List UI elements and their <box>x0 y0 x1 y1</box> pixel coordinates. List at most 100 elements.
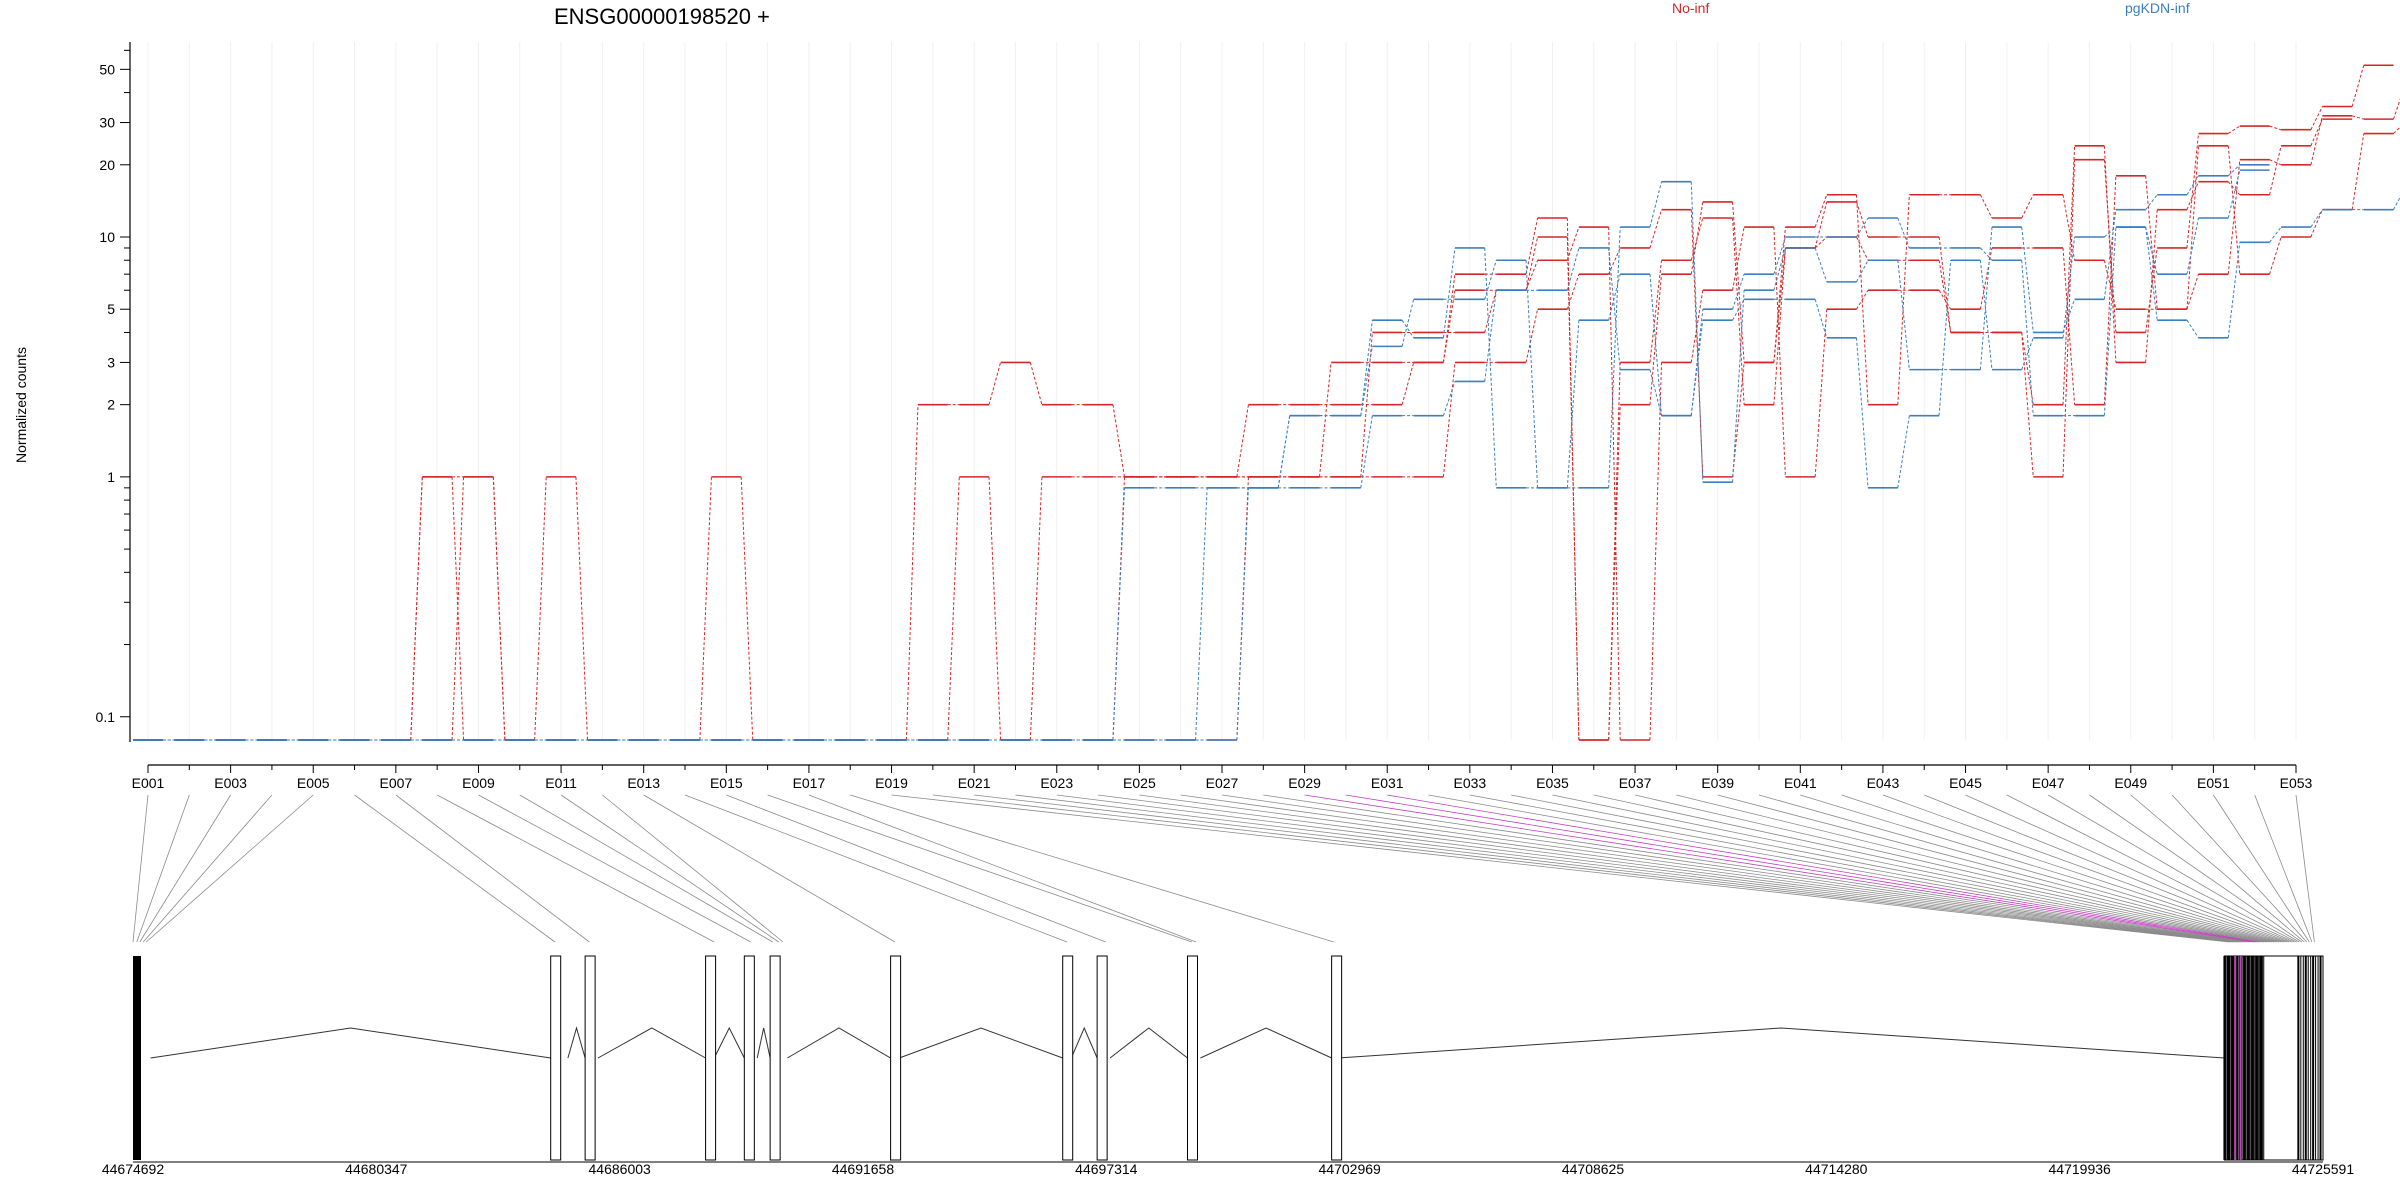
exon-connector <box>2021 337 2034 370</box>
x-tick-label: E027 <box>1206 775 1239 791</box>
genomic-coordinate-label: 44708625 <box>1562 1161 1625 1177</box>
exon-connector <box>1195 487 1208 741</box>
exon-connector <box>2145 194 2158 210</box>
exon-connector <box>988 476 1002 741</box>
intron-line <box>567 1026 586 1059</box>
exon-connector <box>2062 194 2076 261</box>
exon-link-line <box>142 794 273 943</box>
exon-box <box>584 955 596 1161</box>
x-tick-label: E013 <box>627 775 660 791</box>
exon-connector <box>1856 289 1869 310</box>
exon-link-line <box>145 794 314 943</box>
exon-link-line <box>2171 794 2308 943</box>
exon-connector <box>1773 247 1786 405</box>
y-tick-label: 0.1 <box>96 709 116 725</box>
exon-connector <box>2269 125 2282 131</box>
exon-box <box>769 955 781 1161</box>
exon-connector <box>1360 415 1373 488</box>
x-tick-label: E015 <box>710 775 743 791</box>
exon-connector <box>2062 236 2076 338</box>
exon-connector <box>1856 217 1869 238</box>
exon-connector <box>1856 201 1869 238</box>
y-tick-label: 1 <box>107 469 115 485</box>
exon-connector <box>2269 159 2282 166</box>
series-lines <box>133 64 2400 741</box>
series-no-inf <box>133 126 2400 741</box>
intron-line <box>597 1027 706 1059</box>
exon-connector <box>699 476 712 741</box>
exon-connector <box>2021 194 2034 219</box>
x-tick-label: E035 <box>1536 775 1569 791</box>
exon-connector <box>1980 247 1993 261</box>
exon-connector <box>534 476 547 741</box>
exon-connector <box>2269 145 2282 195</box>
exon-connector <box>2310 115 2323 165</box>
legend-no-inf: No-inf <box>1672 0 1709 16</box>
x-tick-label: E053 <box>2280 775 2313 791</box>
exon-connector <box>1856 236 1869 261</box>
exon-link-line <box>2130 794 2305 943</box>
exon-connector <box>2310 106 2323 130</box>
x-tick-label: E023 <box>1040 775 1073 791</box>
exon-link-line <box>2006 794 2297 943</box>
exon-connector <box>1773 227 1786 477</box>
exon-connector <box>1442 290 1456 363</box>
exon-connector <box>1608 247 1621 370</box>
chart-title: ENSG00000198520 + <box>554 4 770 29</box>
exon-connector <box>1649 260 1663 363</box>
exon-link-line <box>850 794 1334 943</box>
exon-link-line <box>767 794 1192 943</box>
exon-link-line <box>1221 794 2249 943</box>
exon-link-line <box>2047 794 2300 943</box>
gene-model <box>133 955 2324 1161</box>
x-tick-label: E041 <box>1784 775 1817 791</box>
genomic-coordinate-label: 44725591 <box>2292 1161 2355 1177</box>
exon-connector <box>1938 260 1952 416</box>
exon-connector <box>2186 274 2199 310</box>
exon-connector <box>1773 247 1786 363</box>
exon-link-line <box>684 794 1068 943</box>
exon-connector <box>1897 194 1910 405</box>
exon-connector <box>1856 260 1869 283</box>
exon-connector <box>1649 369 1662 416</box>
exon-link-line <box>891 794 2229 943</box>
exon-connector <box>1360 320 1373 416</box>
exon-connector <box>1897 260 1910 370</box>
exon-connector <box>2186 133 2200 249</box>
exon-connector <box>1525 217 1539 275</box>
exon-connector <box>1484 290 1497 333</box>
exon-connector <box>2352 115 2364 120</box>
exon-connector <box>1401 319 1415 339</box>
exon-connector <box>1360 332 1373 477</box>
exon-link-line <box>1345 794 2257 943</box>
exon-connector <box>2269 236 2282 275</box>
y-axis-label: Normalized counts <box>13 347 29 463</box>
exon-connector <box>1649 181 1662 228</box>
exon-connector <box>2393 98 2400 120</box>
exon-box <box>890 955 902 1161</box>
exon-connector <box>2062 247 2076 405</box>
exon-connector <box>1525 309 1539 363</box>
exon-link-line <box>436 794 715 943</box>
exon-connector <box>2310 209 2323 238</box>
exon-connector <box>1484 290 1497 382</box>
exon-connector <box>1608 362 1621 741</box>
exon-connector <box>1814 299 1828 338</box>
exon-connector <box>1690 290 1704 363</box>
exon-connector <box>1649 209 1662 249</box>
exon-connector <box>2186 175 2199 196</box>
genomic-coordinate-label: 44680347 <box>345 1161 408 1177</box>
exon-connector <box>2393 196 2400 210</box>
exon-link-line <box>1015 794 2237 943</box>
x-tick-label: E047 <box>2032 775 2065 791</box>
exon-connector <box>2186 319 2199 339</box>
exon-connector <box>1484 247 1497 488</box>
exon-connector <box>1112 487 1126 741</box>
y-tick-label: 3 <box>107 354 115 370</box>
y-tick-label: 20 <box>99 157 115 173</box>
exon-connector <box>1938 289 1952 310</box>
exon-link-line <box>354 794 556 943</box>
exon-connector <box>1938 260 1952 333</box>
intron-line <box>787 1027 891 1059</box>
exon-connector <box>2227 181 2241 196</box>
